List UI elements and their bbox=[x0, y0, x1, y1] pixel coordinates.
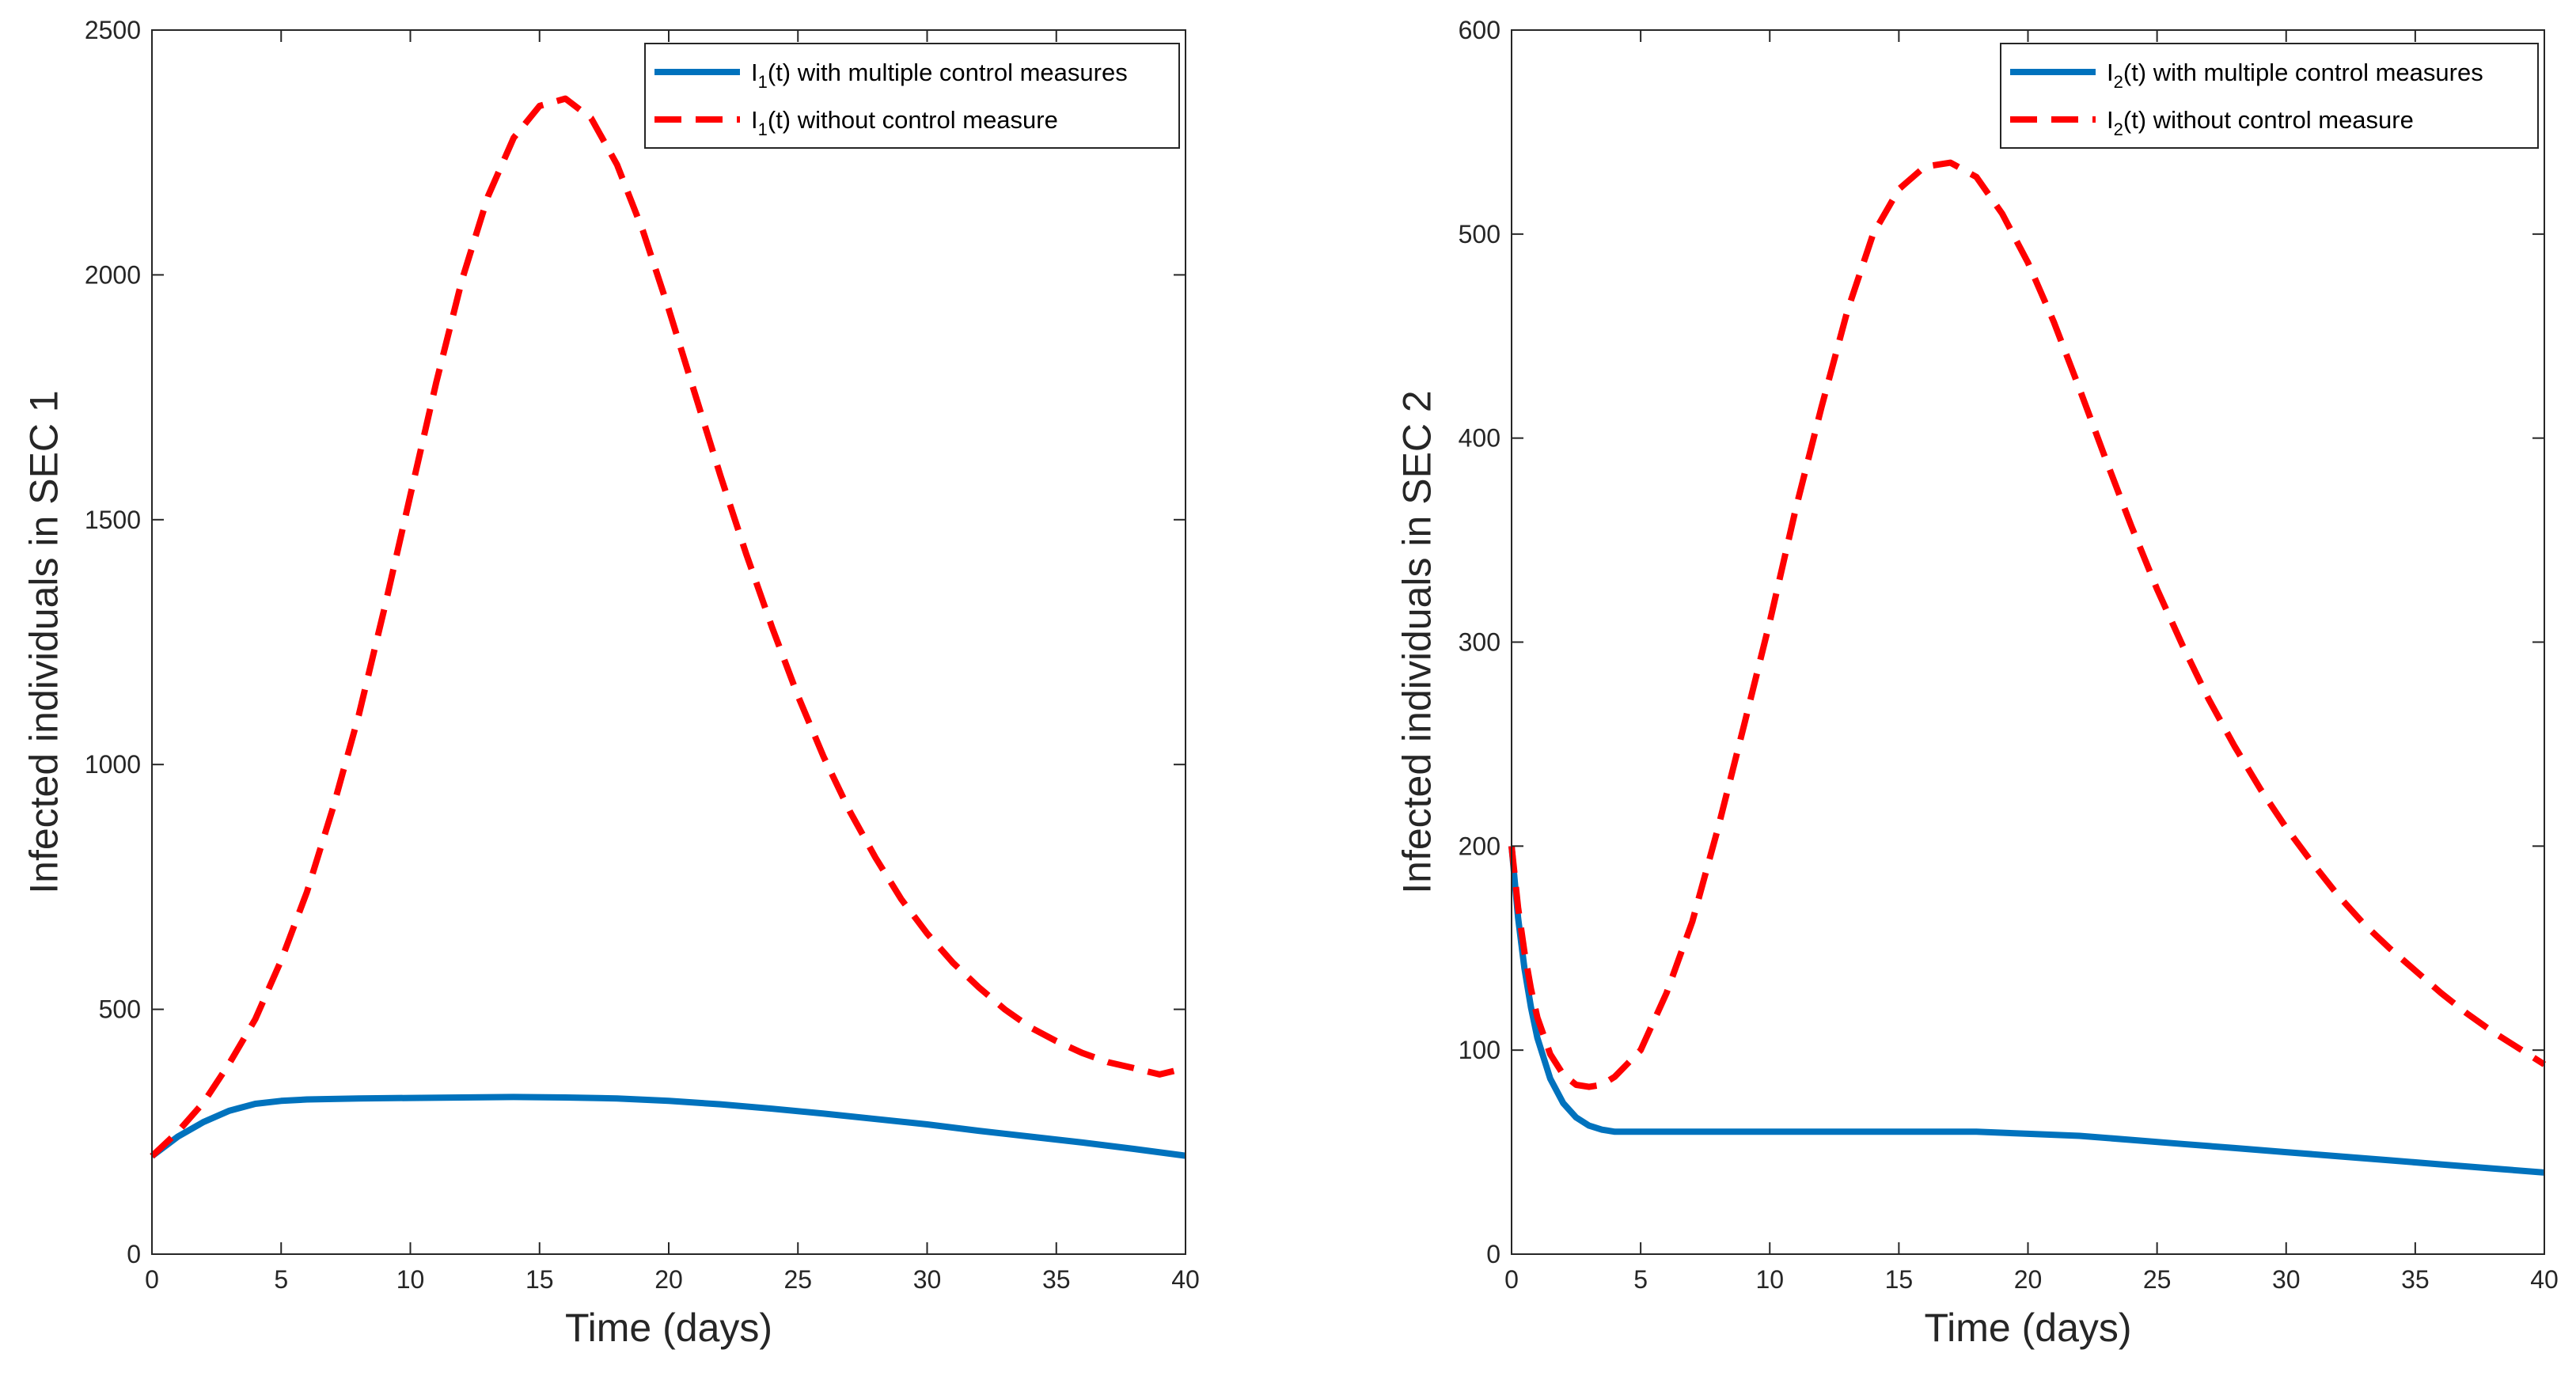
legend-subscript: 2 bbox=[2114, 72, 2123, 92]
series-line-with-control bbox=[1508, 845, 2545, 1176]
y-tick-label: 500 bbox=[1459, 220, 1500, 248]
legend-label-uncontrolled: I2(t) without control measure bbox=[2107, 106, 2414, 139]
y-tick-label: 1500 bbox=[85, 506, 141, 534]
x-tick-label: 10 bbox=[1755, 1265, 1784, 1294]
legend-box bbox=[644, 43, 1180, 149]
series-line-without-control bbox=[150, 95, 1186, 1159]
x-tick-label: 40 bbox=[1171, 1265, 1200, 1294]
x-tick-label: 40 bbox=[2530, 1265, 2559, 1294]
legend-label-controlled: I1(t) with multiple control measures bbox=[751, 59, 1128, 92]
legend-rest: (t) with multiple control measures bbox=[2123, 59, 2483, 86]
legend-subscript: 1 bbox=[758, 72, 768, 92]
legend-rest: (t) without control measure bbox=[2123, 106, 2414, 134]
y-tick-label: 0 bbox=[1486, 1240, 1500, 1268]
legend-label-controlled: I2(t) with multiple control measures bbox=[2107, 59, 2483, 92]
axes-box bbox=[151, 29, 1186, 1255]
plot-lines bbox=[150, 95, 1186, 1159]
x-tick-label: 25 bbox=[783, 1265, 812, 1294]
y-tick-label: 500 bbox=[99, 995, 141, 1024]
x-tick-label: 20 bbox=[654, 1265, 683, 1294]
y-tick-label: 100 bbox=[1459, 1036, 1500, 1064]
x-tick-label: 10 bbox=[396, 1265, 425, 1294]
y-tick-label: 2000 bbox=[85, 260, 141, 289]
x-tick-label: 30 bbox=[913, 1265, 942, 1294]
y-tick-label: 2500 bbox=[85, 16, 141, 44]
legend-var: I bbox=[751, 59, 758, 86]
legend-label-uncontrolled: I1(t) without control measure bbox=[751, 106, 1058, 139]
series-line-without-control bbox=[1508, 159, 2547, 1090]
x-tick-label: 30 bbox=[2272, 1265, 2301, 1294]
plot-lines bbox=[1508, 159, 2547, 1176]
y-tick-label: 300 bbox=[1459, 628, 1500, 657]
chart-panel-sec1: 0 5 10 15 20 25 30 35 40 0 500 1000 1500 2000 2500 Tim… bbox=[22, 16, 1200, 1350]
legend-box bbox=[2000, 43, 2539, 149]
x-tick-label: 0 bbox=[1504, 1265, 1519, 1294]
y-tick-label: 600 bbox=[1459, 16, 1500, 44]
x-tick-label: 20 bbox=[2014, 1265, 2043, 1294]
legend-var: I bbox=[2107, 59, 2114, 86]
y-axis-label: Infected individuals in SEC 2 bbox=[1395, 390, 1440, 893]
axes-box bbox=[1511, 29, 2545, 1255]
x-tick-label: 15 bbox=[1885, 1265, 1914, 1294]
x-tick-label: 35 bbox=[2401, 1265, 2430, 1294]
series-line-with-control bbox=[150, 1094, 1186, 1159]
y-axis-label: Infected individuals in SEC 1 bbox=[22, 390, 66, 893]
legend-rest: (t) with multiple control measures bbox=[768, 59, 1128, 86]
x-tick-label: 25 bbox=[2143, 1265, 2172, 1294]
axis-ticks: 0 5 10 15 20 25 30 35 40 0 500 1000 1500 2000 2500 bbox=[85, 16, 1200, 1294]
x-axis-label: Time (days) bbox=[1924, 1306, 2131, 1350]
x-tick-label: 0 bbox=[145, 1265, 159, 1294]
x-tick-label: 5 bbox=[274, 1265, 288, 1294]
x-axis-label: Time (days) bbox=[565, 1306, 772, 1350]
legend-subscript: 1 bbox=[758, 119, 768, 139]
y-tick-label: 400 bbox=[1459, 424, 1500, 453]
y-tick-label: 200 bbox=[1459, 832, 1500, 860]
legend: I1(t) with multiple control measures I1(… bbox=[644, 43, 1180, 149]
legend-subscript: 2 bbox=[2114, 119, 2123, 139]
legend: I2(t) with multiple control measures I2(… bbox=[2000, 43, 2539, 149]
x-tick-label: 35 bbox=[1042, 1265, 1071, 1294]
y-tick-label: 0 bbox=[127, 1240, 141, 1268]
legend-var: I bbox=[2107, 106, 2114, 134]
x-tick-label: 15 bbox=[525, 1265, 554, 1294]
x-tick-label: 5 bbox=[1633, 1265, 1648, 1294]
legend-var: I bbox=[751, 106, 758, 134]
y-tick-label: 1000 bbox=[85, 750, 141, 779]
legend-rest: (t) without control measure bbox=[768, 106, 1058, 134]
